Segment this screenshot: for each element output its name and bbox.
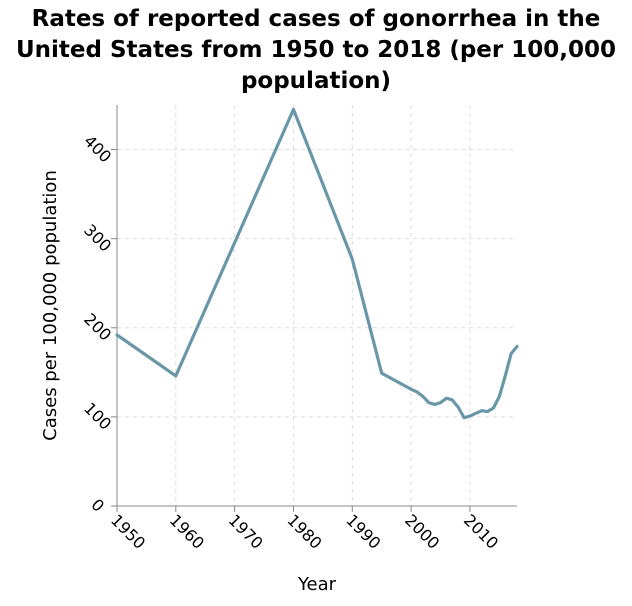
y-tick-label: 100 <box>80 399 115 434</box>
axes: 0 100 200 300 400 1950 1960 1970 1980 1990 2000 201… <box>80 105 517 553</box>
x-tick-label: 1960 <box>166 511 208 553</box>
gridlines <box>117 105 517 506</box>
y-tick-label: 400 <box>80 131 115 166</box>
x-axis-label: Year <box>297 574 337 595</box>
y-tick-label: 200 <box>80 310 115 345</box>
y-tick-label: 0 <box>87 495 108 516</box>
y-axis-label: Cases per 100,000 population <box>40 170 61 441</box>
x-tick-label: 2010 <box>460 511 502 553</box>
x-tick-label: 1990 <box>342 511 384 553</box>
y-tick-label: 300 <box>80 220 115 255</box>
series-layer <box>115 107 519 420</box>
x-tick-label: 1970 <box>225 511 267 553</box>
chart-title: Rates of reported cases of gonorrhea in … <box>15 6 617 94</box>
x-tick-label: 1950 <box>107 511 149 553</box>
x-tick-label: 2000 <box>401 511 443 553</box>
x-tick-label: 1980 <box>283 511 325 553</box>
series-line <box>115 107 519 420</box>
